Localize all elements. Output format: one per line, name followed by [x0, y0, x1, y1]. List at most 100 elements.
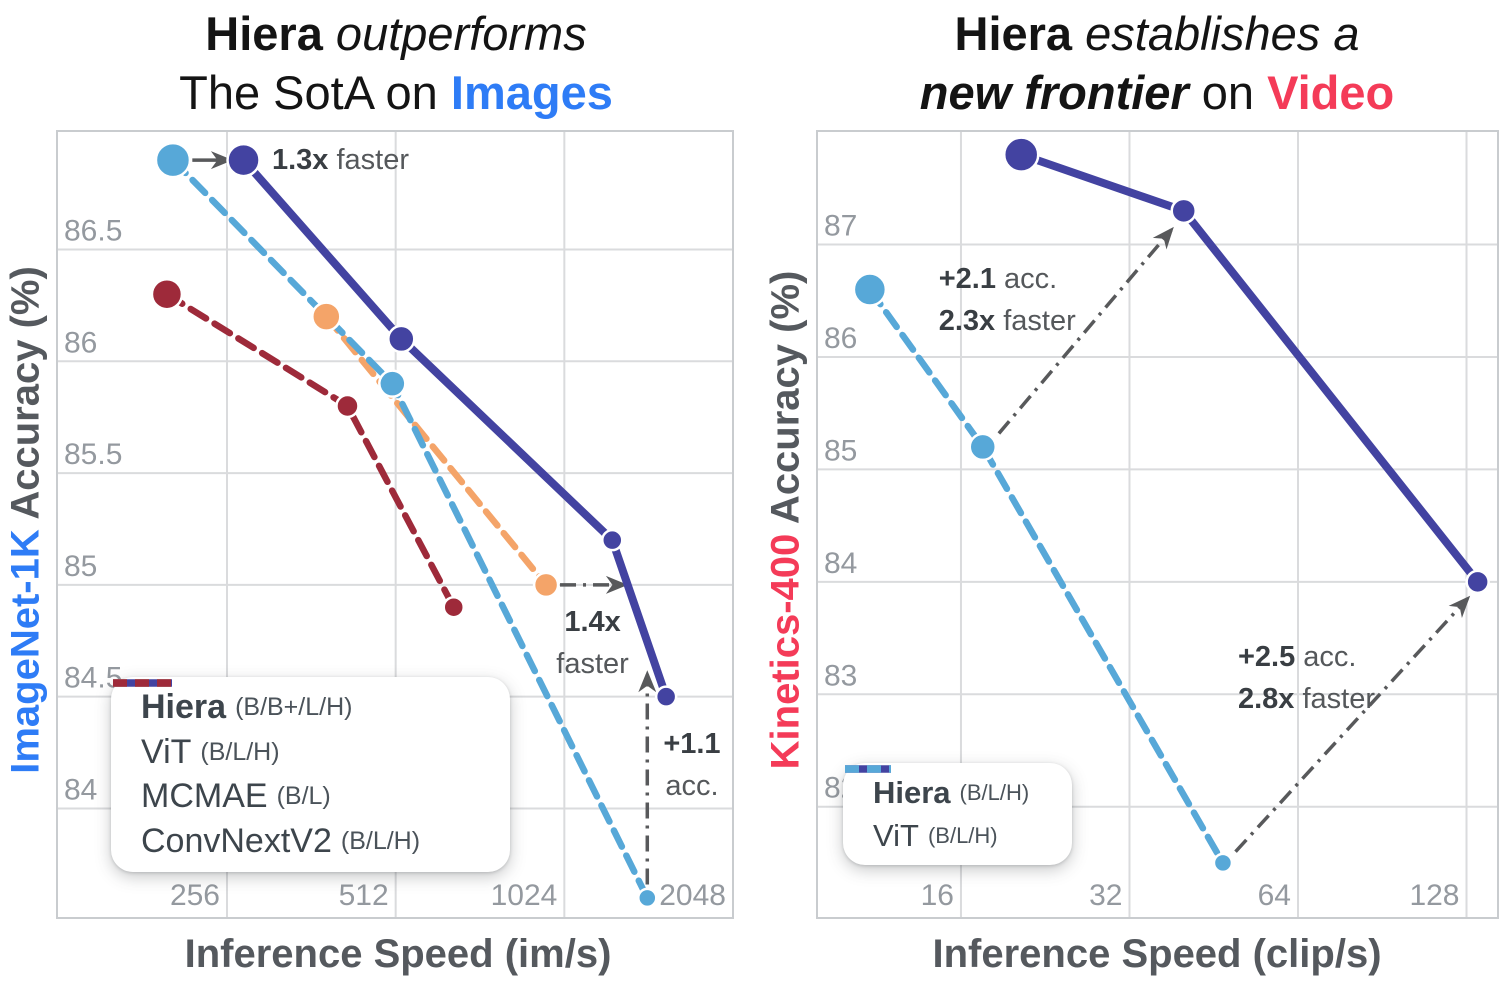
- hiera-l-point: [387, 324, 416, 354]
- annotation-line: +2.1 acc.: [939, 258, 1076, 300]
- annotation-line: +1.1: [663, 723, 720, 765]
- x-tick-label: 2048: [659, 879, 726, 912]
- convnextv2-h-point: [150, 277, 184, 311]
- y-tick-label: 85: [824, 434, 857, 467]
- mcmae-b-point: [532, 571, 560, 599]
- text-segment: Accuracy (%): [3, 266, 48, 520]
- x-tick-label: 16: [921, 879, 954, 912]
- text-segment: acc.: [995, 263, 1058, 296]
- x-tick-label: 64: [1258, 879, 1291, 912]
- text-segment: ImageNet-1K: [3, 519, 48, 774]
- annotation-label: +2.5 acc. 2.8x faster: [1238, 636, 1375, 720]
- text-segment: Images: [450, 66, 613, 119]
- text-segment: Kinetics-400: [763, 524, 808, 770]
- hiera-h-point: [1002, 136, 1040, 173]
- vit-l-point: [968, 432, 998, 462]
- hiera-l-point: [1170, 197, 1197, 225]
- vit-b-point: [1212, 852, 1234, 874]
- x-tick-label: 32: [1089, 879, 1122, 912]
- text-segment: acc.: [1295, 640, 1357, 673]
- y-tick-label: 86: [824, 322, 857, 355]
- title-line: Hiera establishes a: [920, 4, 1395, 63]
- left-y-axis-title: ImageNet-1K Accuracy (%): [4, 266, 49, 774]
- legend-item-hiera: Hiera (B/L/H): [845, 765, 1072, 814]
- text-segment: acc.: [665, 770, 719, 803]
- legend-label: ConvNextV2: [141, 822, 332, 861]
- mcmae-line: [323, 313, 550, 589]
- vit-h-point: [852, 272, 888, 307]
- text-segment: Accuracy (%): [763, 270, 808, 525]
- convnextv2-b-point: [442, 595, 465, 619]
- vit-l-point: [378, 369, 407, 398]
- annotation-line: +2.5 acc.: [1238, 636, 1375, 678]
- y-tick-label: 86.5: [64, 214, 122, 247]
- legend-item-hiera: Hiera (B/B+/L/H): [113, 679, 510, 730]
- text-segment: [323, 7, 336, 60]
- annotation-label: 1.4x faster: [556, 601, 629, 685]
- text-segment: 1.3x: [271, 144, 329, 177]
- x-tick-label: 128: [1409, 879, 1459, 912]
- annotation-label: +2.1 acc. 2.3x faster: [939, 258, 1076, 342]
- x-tick-label: 512: [339, 879, 389, 912]
- title-line: new frontier on Video: [920, 63, 1395, 122]
- text-segment: Hiera: [205, 7, 323, 60]
- text-segment: 2.8x: [1237, 682, 1295, 715]
- hiera-b-point: [654, 685, 678, 708]
- left-x-axis-title: Inference Speed (im/s): [184, 932, 612, 976]
- legend-item-convnextv2: ConvNextV2 (B/L/H): [113, 679, 510, 864]
- plot-border: [56, 130, 734, 919]
- legend-swatch: [113, 679, 172, 687]
- y-tick-label: 84: [824, 547, 857, 580]
- annotation-line: 2.3x faster: [939, 300, 1076, 342]
- title-line: The SotA on Images: [179, 63, 613, 122]
- vit-b-point: [637, 887, 658, 909]
- legend-swatch: [845, 765, 891, 773]
- x-tick-label: 256: [170, 879, 220, 912]
- annotation-label: +1.1 acc.: [663, 723, 720, 807]
- y-tick-label: 83: [824, 659, 857, 692]
- text-segment: [1072, 7, 1085, 60]
- text-segment: 2.3x: [938, 305, 996, 338]
- annotation-label: 1.3x faster: [272, 139, 409, 181]
- text-segment: faster: [328, 144, 410, 177]
- text-segment: outperforms: [335, 7, 587, 60]
- right-x-axis-title: Inference Speed (clip/s): [932, 932, 1382, 976]
- right-chart-title: Hiera establishes a new frontier on Video: [920, 4, 1395, 122]
- y-tick-label: 85.5: [64, 438, 122, 471]
- annotation-arrow: [1234, 595, 1471, 853]
- text-segment: +2.1: [938, 263, 996, 296]
- title-line: Hiera outperforms: [179, 4, 613, 63]
- annotation-arrow: [997, 226, 1174, 435]
- text-segment: +2.5: [1237, 640, 1296, 673]
- hiera-b-point: [1465, 569, 1490, 595]
- text-segment: faster: [1294, 682, 1376, 715]
- right-chart-legend: Hiera (B/L/H) ViT (B/L/H): [843, 763, 1072, 865]
- legend-item-vit: ViT (B/L/H): [113, 679, 510, 775]
- legend-suffix: (B/L/H): [959, 779, 1030, 805]
- text-segment: Video: [1267, 66, 1395, 119]
- legend-suffix: (B/L/H): [200, 737, 280, 766]
- annotation-line: 2.8x faster: [1238, 678, 1375, 720]
- annotation-line: 1.3x faster: [272, 139, 409, 181]
- legend-item-vit: ViT (B/L/H): [845, 765, 1072, 857]
- text-segment: new frontier: [919, 66, 1189, 119]
- x-tick-label: 1024: [491, 879, 558, 912]
- left-chart-title: Hiera outperforms The SotA on Images: [179, 4, 613, 122]
- text-segment: faster: [556, 647, 629, 680]
- text-segment: +1.1: [663, 728, 721, 761]
- right-y-axis-title: Kinetics-400 Accuracy (%): [764, 271, 809, 770]
- left-chart-legend: Hiera (B/B+/L/H) ViT (B/L/H) MCMAE (B/L) ConvN…: [111, 677, 510, 872]
- legend-suffix: (B/L): [276, 782, 331, 811]
- legend-label: ViT: [873, 817, 919, 853]
- legend-suffix: (B/L/H): [340, 827, 421, 856]
- legend-suffix: (B/B+/L/H): [235, 692, 353, 721]
- text-segment: The SotA on: [179, 66, 451, 119]
- mcmae-l-point: [311, 301, 342, 332]
- convnextv2-l-point: [335, 393, 360, 419]
- hiera-line: [239, 156, 671, 701]
- text-segment: Hiera: [954, 7, 1073, 60]
- annotation-line: faster: [556, 643, 629, 685]
- annotation-line: 1.4x: [556, 601, 629, 643]
- legend-label: MCMAE: [141, 777, 268, 816]
